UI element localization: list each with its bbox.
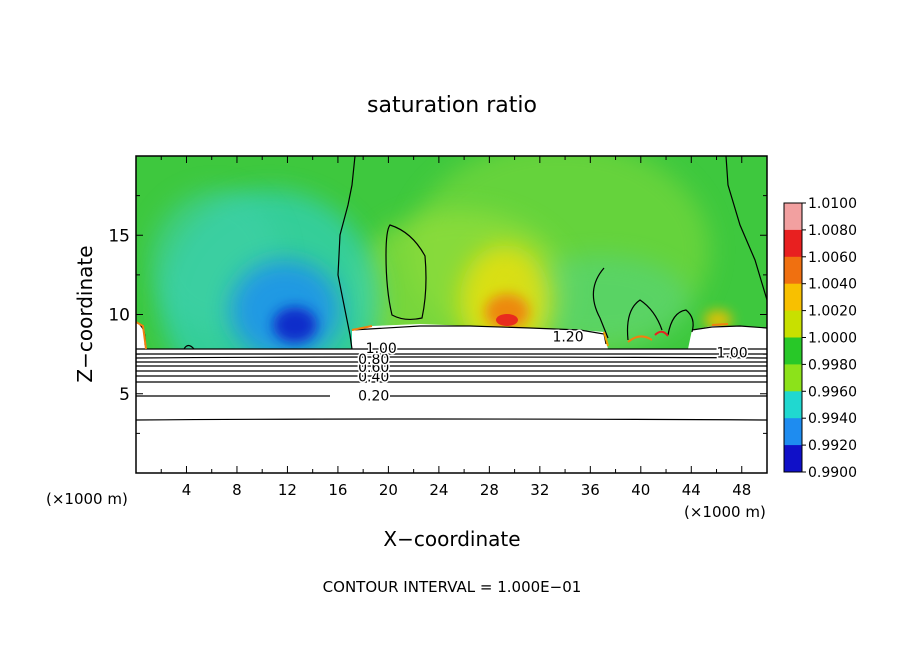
x-tick-label: 36	[581, 481, 600, 499]
field-orange-region	[485, 294, 529, 330]
colorbar-label: 1.0080	[808, 223, 857, 239]
colorbar-swatch	[784, 364, 802, 392]
colorbar-swatch	[784, 283, 802, 312]
colorbar-label: 1.0060	[808, 250, 857, 266]
colorbar-label: 1.0020	[808, 304, 857, 320]
x-tick-label: 28	[480, 481, 499, 499]
x-tick-label: 40	[631, 481, 650, 499]
colorbar-label: 1.0040	[808, 277, 857, 293]
cloud-edge-highlights	[136, 321, 729, 350]
colorbar-label: 1.0100	[808, 196, 857, 212]
contour-label: 1.00	[717, 346, 748, 362]
field-deep-blue-region	[273, 307, 317, 343]
x-axis: 4 8 12 16 20 24 28 32 36 40 44 48	[160, 156, 751, 499]
plot-area: 0.200.400.600.801.001.201.00	[136, 156, 767, 473]
x-tick-label: 32	[530, 481, 549, 499]
z-unit-label: (×1000 m)	[46, 490, 128, 508]
field-red-region	[496, 314, 518, 326]
colorbar-swatch	[784, 391, 802, 419]
colorbar-swatch	[784, 229, 802, 258]
colorbar-label: 0.9920	[808, 438, 857, 454]
contour-label: 0.40	[358, 369, 389, 385]
colorbar-label: 1.0000	[808, 331, 857, 347]
colorbar-label: 0.9980	[808, 357, 857, 373]
x-tick-label: 16	[328, 481, 347, 499]
colorbar-swatch	[784, 256, 802, 285]
contour-label: 0.20	[358, 388, 389, 404]
colorbar-swatch	[784, 445, 802, 473]
y-axis: 5 10 15	[108, 195, 767, 434]
contour-label: 0.80	[358, 352, 389, 368]
colorbar-swatch	[784, 337, 802, 365]
colorbar-label: 0.9960	[808, 384, 857, 400]
colorbar-swatch	[784, 310, 802, 338]
y-axis-label: Z−coordinate	[73, 245, 97, 382]
x-tick-label: 20	[379, 481, 398, 499]
colorbar: 1.0100 1.0080 1.0060 1.0040 1.0020 1.0000 0.99…	[783, 196, 857, 481]
chart-title: saturation ratio	[367, 93, 537, 118]
field-cyan-region	[510, 255, 690, 345]
y-tick-label: 10	[108, 306, 130, 326]
x-unit-label: (×1000 m)	[684, 503, 766, 521]
x-tick-label: 12	[278, 481, 297, 499]
y-tick-label: 15	[108, 226, 130, 246]
contour-interval-note: CONTOUR INTERVAL = 1.000E−01	[323, 578, 582, 596]
colorbar-swatch	[784, 418, 802, 446]
x-tick-label: 24	[429, 481, 448, 499]
x-tick-label: 8	[232, 481, 242, 499]
y-tick-label: 5	[119, 385, 130, 405]
contour-label: 0.60	[358, 360, 389, 376]
colorbar-label: 0.9940	[808, 411, 857, 427]
contour-label: 1.00	[366, 341, 397, 357]
x-tick-label: 44	[682, 481, 701, 499]
contour-label-group: 0.200.400.600.801.001.201.00	[357, 328, 750, 406]
cloud-region	[136, 322, 767, 473]
x-tick-label: 48	[732, 481, 751, 499]
colorbar-label: 0.9900	[808, 465, 857, 481]
colorbar-swatch	[784, 203, 802, 231]
x-tick-label: 4	[182, 481, 192, 499]
x-axis-label: X−coordinate	[383, 527, 520, 551]
contour-label: 1.20	[552, 330, 583, 346]
